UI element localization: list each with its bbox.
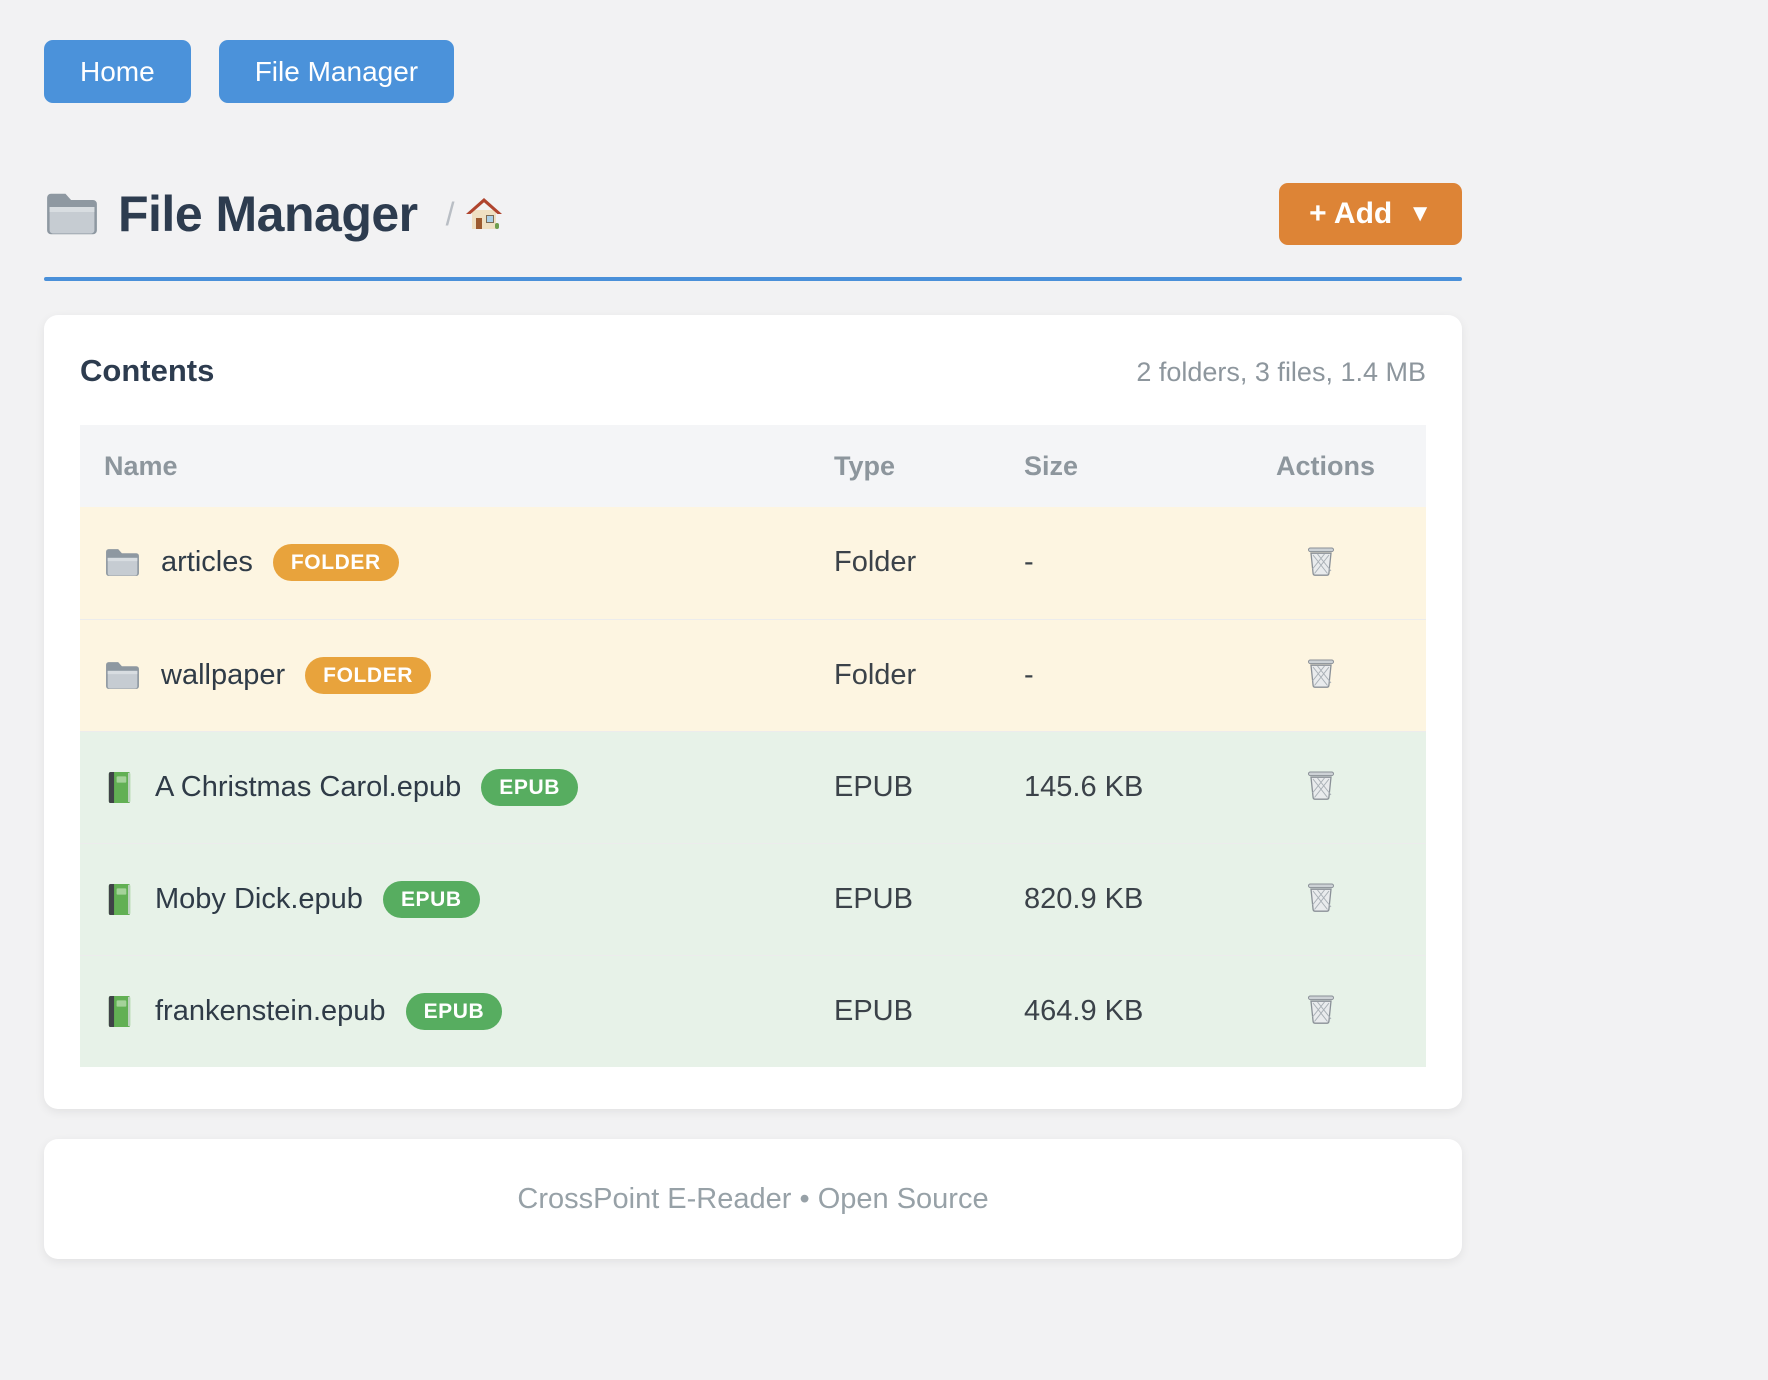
file-table-body: articles FOLDER Folder - wallpaper FOLDER Fold… xyxy=(80,507,1426,1067)
item-size: 820.9 KB xyxy=(1024,842,1276,955)
column-header-type: Type xyxy=(834,425,1024,507)
page-header: File Manager / + Add ▼ xyxy=(44,183,1462,245)
house-icon[interactable] xyxy=(465,196,503,232)
contents-card: Contents 2 folders, 3 files, 1.4 MB Name… xyxy=(44,315,1462,1109)
item-type: EPUB xyxy=(834,842,1024,955)
column-header-size: Size xyxy=(1024,425,1276,507)
breadcrumb-separator: / xyxy=(445,195,455,232)
top-navigation: Home File Manager xyxy=(44,0,1462,103)
chevron-down-icon: ▼ xyxy=(1408,200,1432,227)
item-type: EPUB xyxy=(834,730,1024,843)
column-header-actions: Actions xyxy=(1276,425,1426,507)
file-table-header-row: Name Type Size Actions xyxy=(80,425,1426,507)
item-type-badge: EPUB xyxy=(481,768,578,806)
file-row-folder: articles FOLDER Folder - xyxy=(80,507,1426,619)
contents-title: Contents xyxy=(80,353,215,388)
item-name-link[interactable]: wallpaper xyxy=(161,658,286,691)
file-row-epub: Moby Dick.epub EPUB EPUB 820.9 KB xyxy=(80,842,1426,955)
add-button[interactable]: + Add ▼ xyxy=(1279,183,1462,245)
file-table: Name Type Size Actions articles FOLDER Fol… xyxy=(80,425,1426,1067)
book-icon xyxy=(104,883,135,916)
item-size: - xyxy=(1024,507,1276,619)
file-table-head: Name Type Size Actions xyxy=(80,425,1426,507)
footer-card: CrossPoint E-Reader • Open Source xyxy=(44,1139,1462,1259)
trash-icon xyxy=(1306,545,1336,577)
file-row-epub: A Christmas Carol.epub EPUB EPUB 145.6 KB xyxy=(80,730,1426,843)
footer-text: CrossPoint E-Reader • Open Source xyxy=(517,1182,989,1215)
item-type-badge: FOLDER xyxy=(305,656,432,694)
add-button-label: + Add xyxy=(1309,197,1393,230)
contents-card-header: Contents 2 folders, 3 files, 1.4 MB xyxy=(80,353,1426,389)
item-name-link[interactable]: A Christmas Carol.epub xyxy=(155,770,462,803)
folder-icon xyxy=(44,190,100,238)
book-icon xyxy=(104,995,135,1028)
page-title: File Manager xyxy=(118,186,418,242)
contents-summary: 2 folders, 3 files, 1.4 MB xyxy=(1136,357,1426,387)
file-row-folder: wallpaper FOLDER Folder - xyxy=(80,618,1426,731)
content-container: Home File Manager File Manager / xyxy=(44,0,1462,1259)
column-header-name: Name xyxy=(80,425,834,507)
nav-file-manager-button[interactable]: File Manager xyxy=(218,40,455,103)
item-size: 145.6 KB xyxy=(1024,730,1276,843)
delete-button[interactable] xyxy=(1302,541,1340,581)
item-type: Folder xyxy=(834,507,1024,619)
item-type-badge: EPUB xyxy=(405,992,503,1030)
title-divider xyxy=(44,277,1462,281)
page-title-group: File Manager xyxy=(44,185,418,243)
item-type: Folder xyxy=(834,618,1024,731)
trash-icon xyxy=(1306,769,1336,801)
delete-button[interactable] xyxy=(1302,877,1340,917)
item-size: 464.9 KB xyxy=(1024,954,1276,1067)
delete-button[interactable] xyxy=(1302,653,1340,693)
folder-icon xyxy=(104,660,141,691)
breadcrumb: / xyxy=(446,196,503,233)
item-name-link[interactable]: frankenstein.epub xyxy=(155,994,386,1027)
delete-button[interactable] xyxy=(1302,765,1340,805)
trash-icon xyxy=(1306,993,1336,1025)
folder-icon xyxy=(104,547,141,578)
item-type: EPUB xyxy=(834,954,1024,1067)
trash-icon xyxy=(1306,657,1336,689)
file-row-epub: frankenstein.epub EPUB EPUB 464.9 KB xyxy=(80,954,1426,1067)
item-name-link[interactable]: articles xyxy=(161,546,253,579)
item-size: - xyxy=(1024,618,1276,731)
trash-icon xyxy=(1306,881,1336,913)
book-icon xyxy=(104,771,135,804)
nav-home-button[interactable]: Home xyxy=(44,40,191,103)
item-type-badge: FOLDER xyxy=(272,544,399,582)
item-name-link[interactable]: Moby Dick.epub xyxy=(155,882,363,915)
item-type-badge: EPUB xyxy=(382,880,480,918)
delete-button[interactable] xyxy=(1302,989,1340,1029)
